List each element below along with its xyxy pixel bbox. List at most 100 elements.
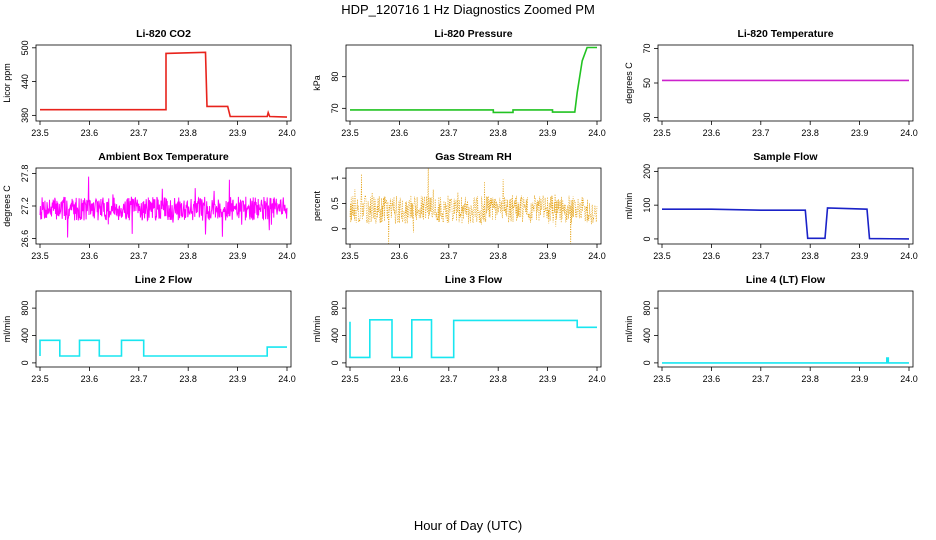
y-axis-label: ml/min — [2, 316, 12, 343]
x-tick-label: 23.9 — [851, 251, 869, 261]
y-tick-label: 50 — [642, 78, 652, 88]
x-tick-label: 23.5 — [653, 251, 671, 261]
x-tick-label: 23.8 — [489, 128, 507, 138]
panel-licor-temp: Li-820 Temperature degrees C 23.5 23.6 23.7 2… — [624, 28, 918, 138]
series-group — [39, 339, 287, 357]
x-tick-label: 24.0 — [278, 251, 296, 261]
x-tick-label: 23.5 — [341, 251, 359, 261]
x-tick-label: 23.7 — [130, 374, 148, 384]
panel-box-temp: Ambient Box Temperature degrees C 23.5 23.6… — [2, 151, 296, 261]
x-tick-label: 23.5 — [31, 251, 49, 261]
y-tick-label: 440 — [20, 74, 30, 89]
x-tick-label: 23.5 — [653, 128, 671, 138]
x-tick-label: 23.5 — [341, 128, 359, 138]
series-line — [662, 357, 909, 364]
y-tick-label: 70 — [642, 43, 652, 53]
x-tick-label: 23.5 — [341, 374, 359, 384]
series-line — [349, 319, 597, 359]
series-line — [39, 339, 287, 357]
series-group — [349, 319, 597, 359]
panel-sample-flow: Sample Flow ml/min 23.5 23.6 23.7 23.8 23.9 24.… — [624, 151, 918, 261]
x-tick-label: 23.8 — [801, 128, 819, 138]
x-tick-label: 23.9 — [851, 128, 869, 138]
plot-frame — [35, 167, 292, 245]
x-tick-label: 23.6 — [703, 251, 721, 261]
panel-title: Line 4 (LT) Flow — [746, 274, 826, 286]
y-tick-label: 380 — [20, 108, 30, 123]
x-tick-label: 23.7 — [440, 374, 458, 384]
x-tick-label: 23.5 — [31, 374, 49, 384]
y-tick-label: 0 — [20, 360, 30, 365]
y-tick-label: 30 — [642, 113, 652, 123]
plot-frame — [345, 290, 602, 368]
y-axis-label: ml/min — [312, 316, 322, 343]
panel-title: Li-820 Temperature — [737, 28, 833, 40]
y-tick-label: 80 — [330, 72, 340, 82]
x-tick-label: 23.6 — [703, 128, 721, 138]
series-line — [350, 46, 597, 114]
y-tick-label: 26.6 — [20, 230, 30, 248]
x-tick-label: 23.9 — [539, 128, 557, 138]
plot-frame — [35, 290, 292, 368]
y-tick-label: 0 — [330, 226, 340, 231]
x-tick-label: 24.0 — [588, 374, 606, 384]
figure-title: HDP_120716 1 Hz Diagnostics Zoomed PM — [341, 2, 595, 17]
x-tick-label: 23.8 — [801, 251, 819, 261]
panel-title: Line 3 Flow — [445, 274, 503, 286]
y-tick-label: 400 — [642, 328, 652, 343]
y-tick-label: 27.2 — [20, 197, 30, 215]
panel-rh: Gas Stream RH percent 23.5 23.6 23.7 23.8 23.9… — [312, 151, 606, 261]
y-tick-label: 800 — [20, 301, 30, 316]
x-tick-label: 23.6 — [81, 251, 99, 261]
x-tick-label: 23.8 — [489, 251, 507, 261]
x-tick-label: 23.7 — [130, 251, 148, 261]
y-tick-label: 100 — [642, 198, 652, 213]
x-tick-label: 23.7 — [752, 251, 770, 261]
y-tick-label: 0.5 — [330, 197, 340, 210]
y-tick-label: 1 — [330, 176, 340, 181]
y-axis-label: degrees C — [624, 62, 634, 104]
x-tick-label: 23.6 — [81, 128, 99, 138]
y-tick-label: 0 — [330, 360, 340, 365]
y-tick-label: 800 — [642, 301, 652, 316]
series-line — [39, 176, 288, 238]
y-axis-label: kPa — [312, 75, 322, 91]
panel-title: Li-820 Pressure — [434, 28, 512, 40]
x-tick-label: 23.7 — [130, 128, 148, 138]
y-tick-label: 500 — [20, 40, 30, 55]
x-tick-label: 23.6 — [391, 128, 409, 138]
x-tick-label: 24.0 — [588, 128, 606, 138]
plot-frame — [35, 44, 292, 122]
panel-line4-flow: Line 4 (LT) Flow ml/min 23.5 23.6 23.7 23.8 23… — [624, 274, 918, 384]
x-tick-label: 23.8 — [179, 374, 197, 384]
x-tick-label: 23.9 — [229, 128, 247, 138]
panel-pressure: Li-820 Pressure kPa 23.5 23.6 23.7 23.8 23.9 24… — [312, 28, 606, 138]
x-tick-label: 24.0 — [278, 374, 296, 384]
x-tick-label: 23.9 — [229, 251, 247, 261]
x-tick-label: 23.9 — [539, 374, 557, 384]
x-tick-label: 23.8 — [179, 128, 197, 138]
plot-frame — [345, 167, 602, 245]
plot-frame — [657, 167, 914, 245]
panel-title: Li-820 CO2 — [136, 28, 191, 40]
x-tick-label: 23.7 — [440, 128, 458, 138]
y-axis-label: ml/min — [624, 316, 634, 343]
x-tick-label: 23.7 — [440, 251, 458, 261]
y-axis-label: degrees C — [2, 185, 12, 227]
panel-title: Line 2 Flow — [135, 274, 193, 286]
x-tick-label: 23.5 — [653, 374, 671, 384]
panel-title: Sample Flow — [753, 151, 818, 163]
x-tick-label: 24.0 — [278, 128, 296, 138]
y-tick-label: 400 — [330, 328, 340, 343]
panel-line3-flow: Line 3 Flow ml/min 23.5 23.6 23.7 23.8 23.9 24.… — [312, 274, 606, 384]
x-tick-label: 23.9 — [851, 374, 869, 384]
x-tick-label: 23.7 — [752, 128, 770, 138]
panel-co2: Li-820 CO2 Licor ppm 23.5 23.6 23.7 23.8 23.9 2… — [2, 28, 296, 138]
series-group — [349, 168, 598, 244]
y-tick-label: 800 — [330, 301, 340, 316]
y-tick-label: 400 — [20, 328, 30, 343]
y-tick-label: 0 — [642, 236, 652, 241]
plot-frame — [657, 290, 914, 368]
y-tick-label: 70 — [330, 103, 340, 113]
